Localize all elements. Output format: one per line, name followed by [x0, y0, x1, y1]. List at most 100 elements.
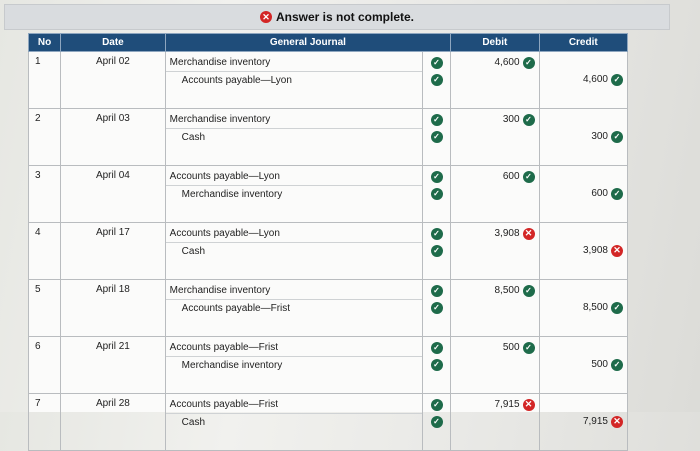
credit-cell: 500 ✓ [538, 336, 629, 394]
header-row: No Date General Journal Debit Credit [27, 33, 629, 52]
entry-number: 7 [27, 393, 62, 451]
check-circle-icon: ✓ [611, 358, 623, 371]
entry-date[interactable]: April 03 [60, 108, 166, 166]
debit-account-status: ✓ [423, 396, 450, 413]
credit-account-text: Cash [181, 246, 206, 257]
entry-date-text: April 28 [95, 398, 130, 409]
check-circle-icon: ✓ [430, 130, 443, 143]
check-circle-icon: ✓ [430, 284, 443, 297]
debit-account-field[interactable]: Accounts payable—Frist [165, 339, 422, 357]
journal-entry-row: 4 April 17 Accounts payable—Lyon Cash ✓ ✓ 3,90… [27, 222, 629, 280]
entry-number: 3 [27, 165, 62, 223]
journal-table: No Date General Journal Debit Credit 1 Ap… [27, 33, 629, 451]
journal-table-container: No Date General Journal Debit Credit 1 Ap… [27, 33, 629, 451]
x-circle-icon: ✕ [259, 11, 272, 23]
entry-number: 1 [27, 51, 62, 109]
credit-amount-text: 8,500 [582, 302, 608, 313]
debit-amount-field[interactable]: 600 ✓ [451, 168, 538, 185]
credit-amount-field[interactable]: 500 ✓ [540, 356, 627, 373]
credit-account-field[interactable]: Merchandise inventory [166, 186, 422, 203]
entry-number: 5 [27, 279, 62, 337]
header-credit: Credit [538, 33, 629, 52]
entry-date[interactable]: April 18 [60, 279, 166, 337]
credit-account-field[interactable]: Cash [166, 129, 422, 146]
feedback-banner: ✕ Answer is not complete. [4, 4, 670, 30]
journal-entry-row: 6 April 21 Accounts payable—Frist Merchandi… [27, 336, 629, 394]
entry-number: 4 [27, 222, 62, 280]
debit-account-field[interactable]: Merchandise inventory [165, 282, 422, 300]
credit-cell: 300 ✓ [538, 108, 629, 166]
debit-account-status: ✓ [423, 339, 450, 356]
debit-amount-field[interactable]: 3,908 ✕ [451, 225, 538, 242]
journal-entry-row: 1 April 02 Merchandise inventory Accounts p… [27, 51, 629, 109]
header-no: No [27, 33, 62, 52]
debit-cell: 7,915 ✕ [450, 393, 540, 451]
debit-account-status: ✓ [423, 282, 450, 299]
journal-entry-row: 3 April 04 Accounts payable—Lyon Merchandis… [27, 165, 629, 223]
entry-date-text: April 03 [95, 113, 130, 124]
credit-amount-field[interactable]: 4,600 ✓ [540, 71, 627, 88]
debit-cell: 600 ✓ [450, 165, 540, 223]
check-circle-icon: ✓ [522, 113, 535, 126]
credit-amount-text: 300 [591, 131, 608, 142]
entry-date[interactable]: April 04 [60, 165, 166, 223]
account-status-cell: ✓ ✓ [421, 336, 452, 394]
debit-amount-field[interactable]: 8,500 ✓ [451, 282, 538, 299]
credit-account-text: Merchandise inventory [181, 189, 283, 200]
account-cell: Accounts payable—Lyon Cash [164, 222, 423, 280]
entry-date[interactable]: April 02 [60, 51, 166, 109]
debit-amount-field[interactable]: 500 ✓ [451, 339, 538, 356]
header-debit: Debit [450, 33, 540, 52]
debit-account-field[interactable]: Accounts payable—Frist [165, 396, 422, 414]
credit-account-field[interactable]: Cash [166, 243, 422, 260]
account-cell: Merchandise inventory Accounts payable—Fr… [164, 279, 423, 337]
debit-cell: 8,500 ✓ [450, 279, 540, 337]
debit-account-text: Accounts payable—Lyon [169, 171, 280, 182]
debit-amount-text: 7,915 [494, 399, 520, 410]
entry-date[interactable]: April 21 [60, 336, 166, 394]
credit-amount-text: 600 [591, 188, 608, 199]
credit-amount-field[interactable]: 8,500 ✓ [540, 299, 627, 316]
debit-amount-field[interactable]: 4,600 ✓ [451, 54, 538, 71]
credit-amount-text: 7,915 [582, 416, 608, 427]
check-circle-icon: ✓ [430, 341, 443, 354]
entry-date[interactable]: April 17 [60, 222, 166, 280]
check-circle-icon: ✓ [430, 301, 443, 314]
debit-amount-field[interactable]: 7,915 ✕ [451, 396, 538, 413]
credit-amount-field[interactable]: 300 ✓ [540, 128, 627, 145]
credit-cell: 3,908 ✕ [538, 222, 629, 280]
credit-account-field[interactable]: Merchandise inventory [166, 357, 422, 374]
check-circle-icon: ✓ [522, 56, 535, 69]
credit-amount-field[interactable]: 7,915 ✕ [540, 413, 627, 430]
debit-account-field[interactable]: Merchandise inventory [165, 111, 422, 129]
debit-account-field[interactable]: Accounts payable—Lyon [165, 225, 422, 243]
credit-account-status: ✓ [423, 242, 450, 259]
check-circle-icon: ✓ [430, 73, 443, 86]
entry-date[interactable]: April 28 [60, 393, 166, 451]
debit-account-text: Accounts payable—Lyon [169, 228, 280, 239]
credit-account-text: Accounts payable—Frist [181, 303, 291, 314]
entry-date-text: April 18 [95, 284, 130, 295]
check-circle-icon: ✓ [430, 244, 443, 257]
check-circle-icon: ✓ [430, 358, 443, 371]
credit-amount-field[interactable]: 600 ✓ [540, 185, 627, 202]
credit-account-field[interactable]: Accounts payable—Lyon [166, 72, 422, 89]
account-cell: Merchandise inventory Cash [164, 108, 423, 166]
debit-cell: 3,908 ✕ [450, 222, 540, 280]
entry-date-text: April 21 [95, 341, 130, 352]
credit-account-field[interactable]: Accounts payable—Frist [166, 300, 422, 317]
check-circle-icon: ✓ [611, 130, 623, 143]
debit-account-field[interactable]: Merchandise inventory [165, 54, 422, 72]
entry-number-text: 2 [35, 113, 41, 124]
credit-account-status: ✓ [423, 128, 450, 145]
credit-account-status: ✓ [423, 71, 450, 88]
debit-account-field[interactable]: Accounts payable—Lyon [165, 168, 422, 186]
credit-amount-field[interactable]: 3,908 ✕ [540, 242, 627, 259]
debit-amount-field[interactable]: 300 ✓ [451, 111, 538, 128]
debit-amount-text: 3,908 [494, 228, 520, 239]
debit-account-text: Merchandise inventory [169, 57, 271, 68]
credit-amount-text: 4,600 [582, 74, 608, 85]
account-status-cell: ✓ ✓ [421, 51, 452, 109]
journal-entry-row: 2 April 03 Merchandise inventory Cash ✓ ✓ 300 ✓… [27, 108, 629, 166]
credit-account-field[interactable]: Cash [166, 414, 422, 431]
